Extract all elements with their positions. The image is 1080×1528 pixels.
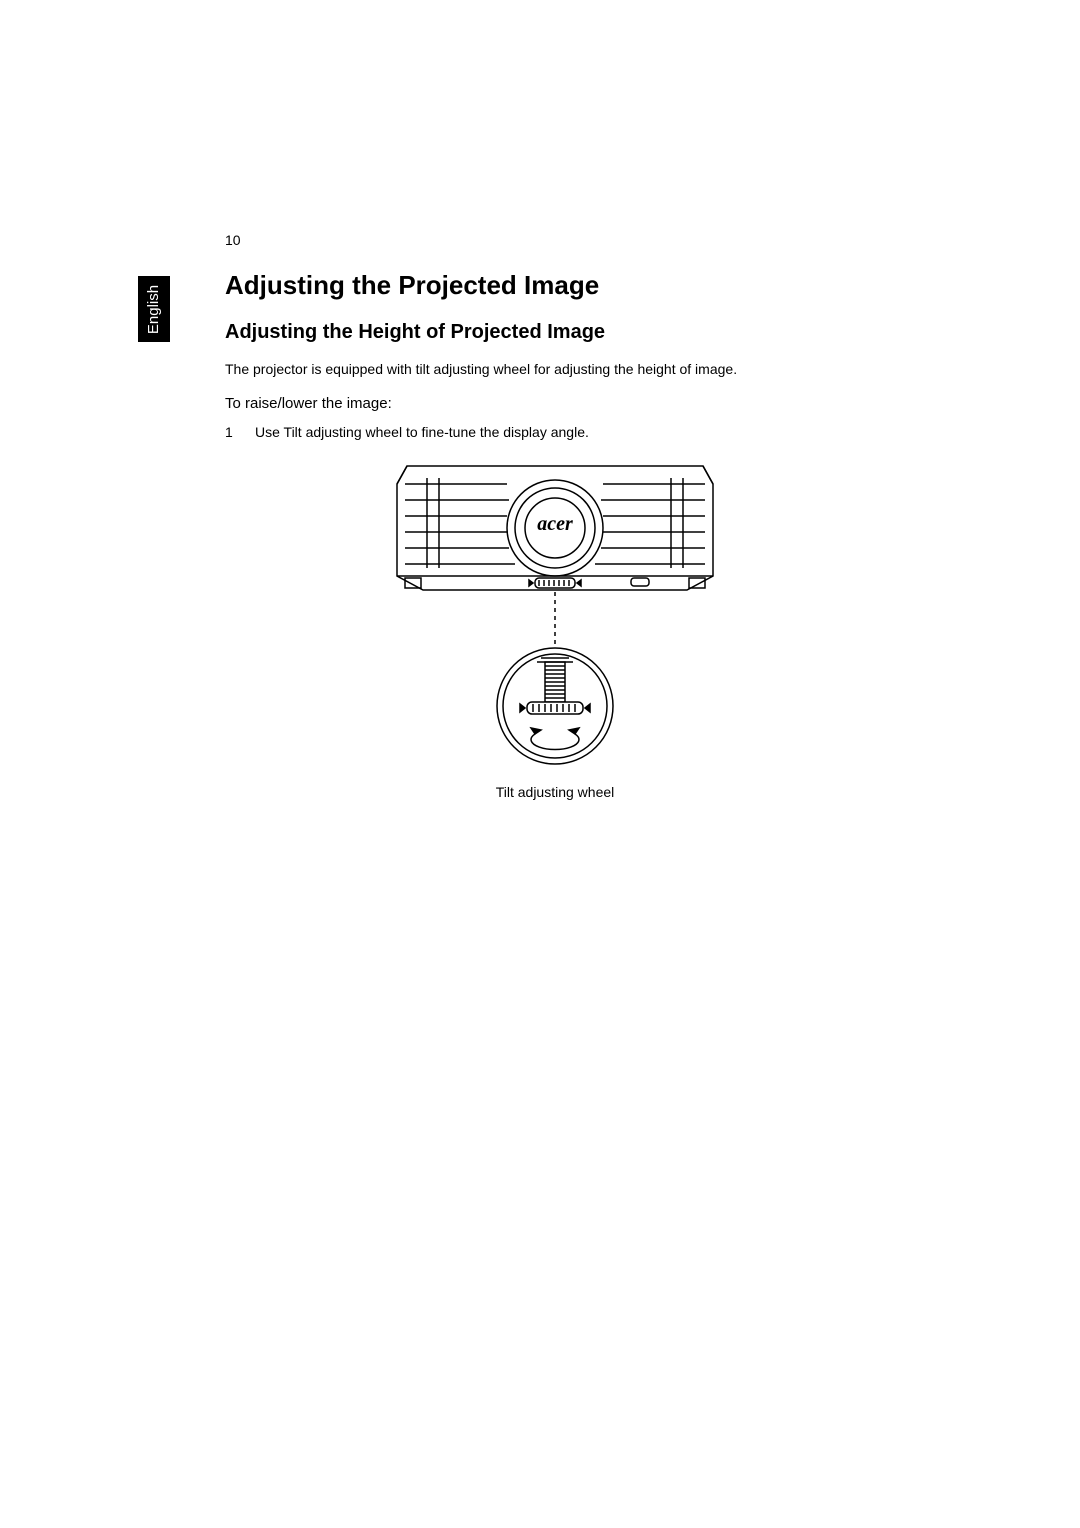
main-content: Adjusting the Projected Image Adjusting …: [225, 270, 885, 800]
brand-label: acer: [537, 513, 573, 535]
heading-3: To raise/lower the image:: [225, 395, 885, 412]
step-text: Use Tilt adjusting wheel to fine-tune th…: [255, 424, 589, 440]
projector-diagram-icon: acer: [387, 456, 723, 776]
heading-1: Adjusting the Projected Image: [225, 270, 885, 301]
language-tab-label: English: [146, 284, 163, 333]
language-tab: English: [138, 276, 170, 342]
page-number: 10: [225, 232, 241, 248]
step-number: 1: [225, 424, 255, 440]
heading-2: Adjusting the Height of Projected Image: [225, 321, 885, 344]
projector-figure: acer: [225, 456, 885, 800]
step-row: 1 Use Tilt adjusting wheel to fine-tune …: [225, 424, 885, 440]
intro-paragraph: The projector is equipped with tilt adju…: [225, 360, 885, 379]
figure-caption: Tilt adjusting wheel: [496, 784, 615, 800]
